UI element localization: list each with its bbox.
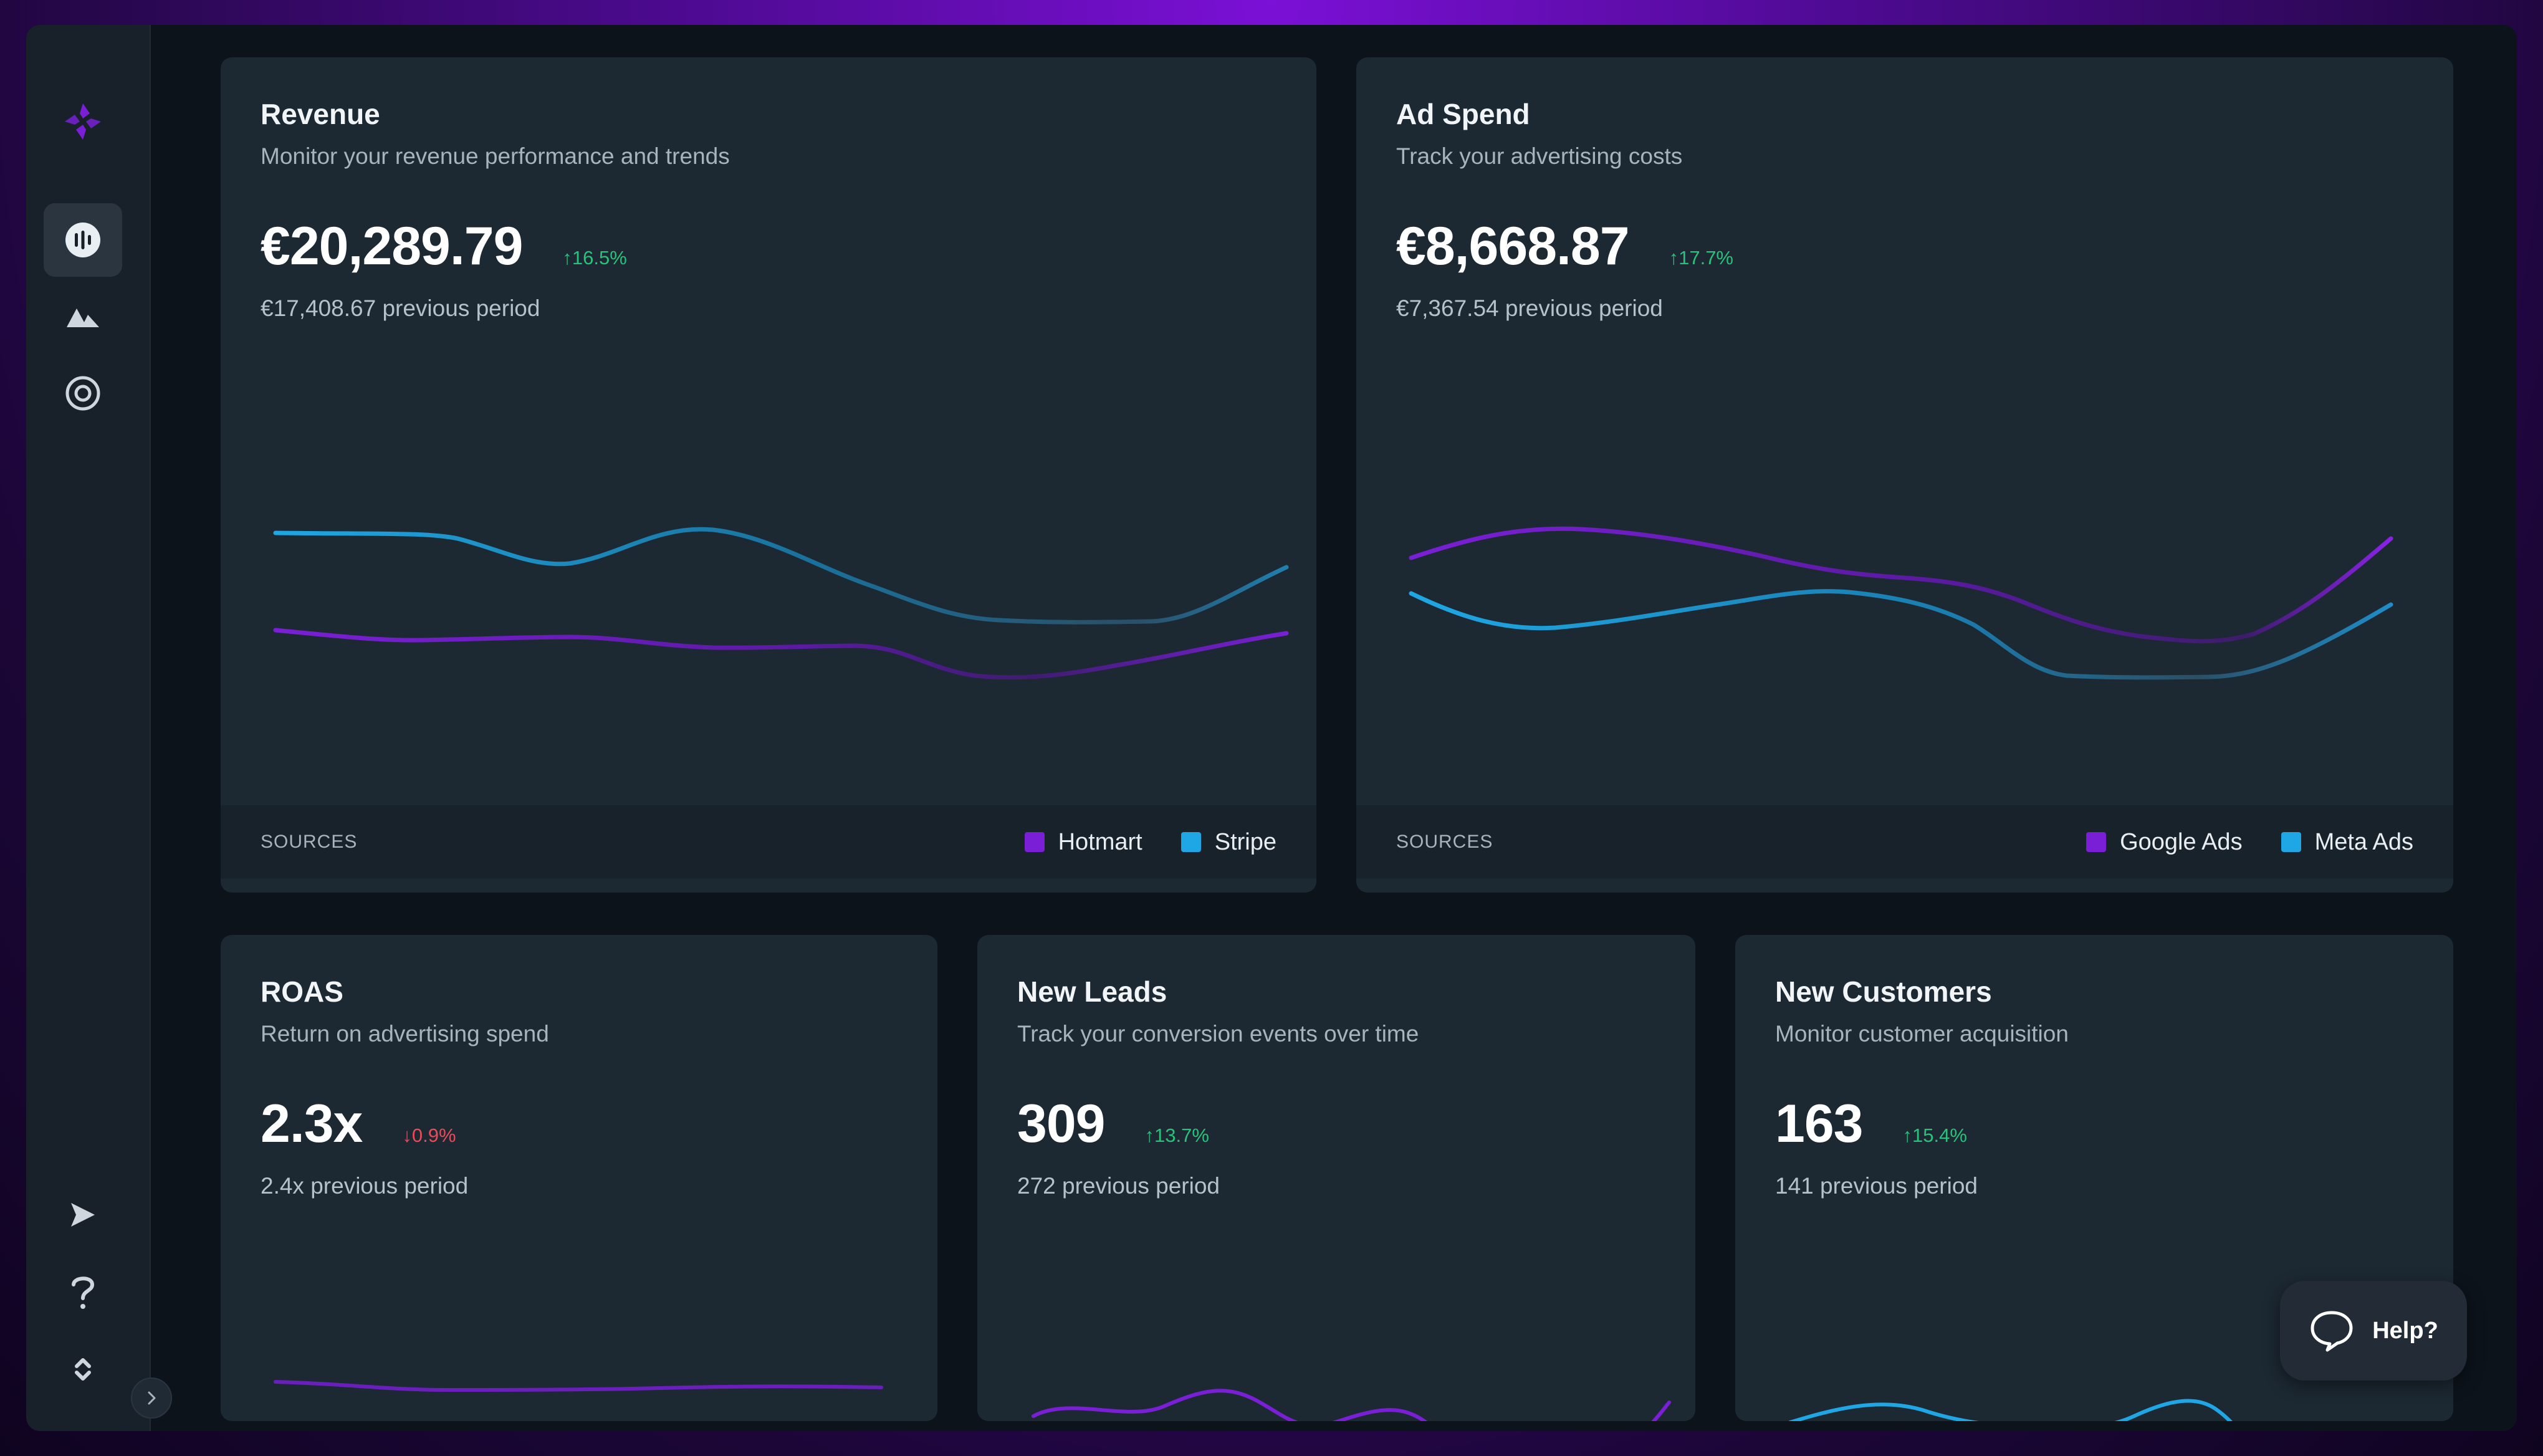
help-label: Help? <box>2372 1317 2438 1344</box>
card-title: Revenue <box>261 98 380 130</box>
previous-period: 272 previous period <box>1017 1173 1220 1199</box>
series-line-hotmart <box>273 628 1289 680</box>
metric-value: 163 <box>1775 1094 1863 1154</box>
series-line-meta-ads <box>1409 589 2393 680</box>
ad-spend-card: Ad Spend Track your advertising costs €8… <box>1356 57 2453 893</box>
delta-badge: ↑16.5% <box>562 247 627 269</box>
target-icon <box>65 376 100 411</box>
card-title: New Customers <box>1775 975 1992 1008</box>
legend-swatch <box>2281 832 2301 852</box>
new-leads-sparkline <box>1032 1389 1671 1421</box>
previous-period: 2.4x previous period <box>261 1173 469 1199</box>
delta-badge: ↑15.4% <box>1902 1124 1967 1146</box>
metric-value: €20,289.79 <box>261 216 523 276</box>
card-subtitle: Track your conversion events over time <box>1017 1021 1419 1046</box>
new-leads-series-line <box>1032 1389 1671 1421</box>
card-title: New Leads <box>1017 975 1167 1008</box>
chat-bubble-icon <box>2311 1311 2353 1352</box>
value-row: 2.3x ↓0.9% <box>261 1093 456 1155</box>
nav-send[interactable] <box>44 1178 122 1252</box>
sources-label: SOURCES <box>1396 831 1493 852</box>
previous-period: €7,367.54 previous period <box>1396 295 1663 321</box>
help-button[interactable]: Help? <box>2280 1281 2467 1381</box>
legend-item-stripe[interactable]: Stripe <box>1181 829 1276 856</box>
legend-label: Stripe <box>1214 828 1276 855</box>
legend-swatch <box>1181 832 1201 852</box>
card-subtitle: Monitor your revenue performance and tre… <box>261 143 730 169</box>
legend-item-hotmart[interactable]: Hotmart <box>1024 828 1142 856</box>
revenue-line-chart[interactable] <box>221 57 1316 868</box>
series-line-stripe <box>273 527 1289 625</box>
metric-value: 2.3x <box>261 1094 363 1154</box>
new-customers-series-line <box>1788 1399 2233 1421</box>
nav-dashboard[interactable] <box>44 203 122 277</box>
roas-card: ROAS Return on advertising spend 2.3x ↓0… <box>221 935 937 1421</box>
app-window: Revenue Monitor your revenue performance… <box>26 25 2517 1431</box>
revenue-card: Revenue Monitor your revenue performance… <box>221 57 1316 893</box>
ad-spend-line-chart[interactable] <box>1356 57 2453 868</box>
nav-help[interactable] <box>44 1255 122 1329</box>
legend-swatch <box>1024 832 1045 852</box>
chart-legend: Google Ads Meta Ads <box>2086 829 2413 856</box>
send-icon <box>71 1203 95 1227</box>
bar-chart-icon <box>65 223 100 257</box>
card-title: Ad Spend <box>1396 98 1530 130</box>
value-row: 309 ↑13.7% <box>1017 1093 1209 1155</box>
card-subtitle: Monitor customer acquisition <box>1775 1021 2069 1046</box>
series-line-google-ads <box>1409 526 2393 644</box>
legend-item-google-ads[interactable]: Google Ads <box>2086 828 2243 856</box>
nav-reports[interactable] <box>44 279 122 353</box>
delta-badge: ↓0.9% <box>402 1124 456 1146</box>
nav-account-switcher[interactable] <box>44 1333 122 1406</box>
chart-legend: Hotmart Stripe <box>1024 828 1276 856</box>
mountain-icon <box>67 309 99 327</box>
sidebar-collapse-button[interactable] <box>131 1377 172 1419</box>
nav-goals[interactable] <box>44 357 122 430</box>
legend-label: Hotmart <box>1058 828 1142 855</box>
card-title: ROAS <box>261 975 343 1008</box>
logo-icon[interactable] <box>61 100 105 143</box>
sources-footer: SOURCES Hotmart Stripe <box>221 805 1316 879</box>
question-icon <box>72 1276 95 1309</box>
roas-series-line <box>274 1380 883 1392</box>
delta-badge: ↑17.7% <box>1669 247 1733 269</box>
roas-sparkline <box>274 1380 883 1392</box>
legend-label: Meta Ads <box>2314 828 2413 855</box>
sources-footer: SOURCES Google Ads Meta Ads <box>1356 805 2453 879</box>
card-subtitle: Return on advertising spend <box>261 1021 549 1046</box>
new-leads-card: New Leads Track your conversion events o… <box>977 935 1695 1421</box>
sources-label: SOURCES <box>261 831 358 852</box>
sidebar <box>26 25 151 1431</box>
legend-swatch <box>2086 832 2107 852</box>
legend-label: Google Ads <box>2120 828 2243 855</box>
new-customers-sparkline <box>1788 1399 2233 1421</box>
previous-period: 141 previous period <box>1775 1173 1978 1199</box>
value-row: €8,668.87 ↑17.7% <box>1396 216 1733 277</box>
delta-badge: ↑13.7% <box>1144 1124 1209 1146</box>
card-subtitle: Track your advertising costs <box>1396 143 1683 169</box>
value-row: €20,289.79 ↑16.5% <box>261 216 627 277</box>
metric-value: €8,668.87 <box>1396 216 1630 276</box>
chevron-right-icon <box>148 1391 156 1405</box>
previous-period: €17,408.67 previous period <box>261 295 540 321</box>
legend-item-meta-ads[interactable]: Meta Ads <box>2281 829 2413 856</box>
value-row: 163 ↑15.4% <box>1775 1093 1967 1155</box>
chevron-up-down-icon <box>75 1358 91 1381</box>
metric-value: 309 <box>1017 1094 1105 1154</box>
